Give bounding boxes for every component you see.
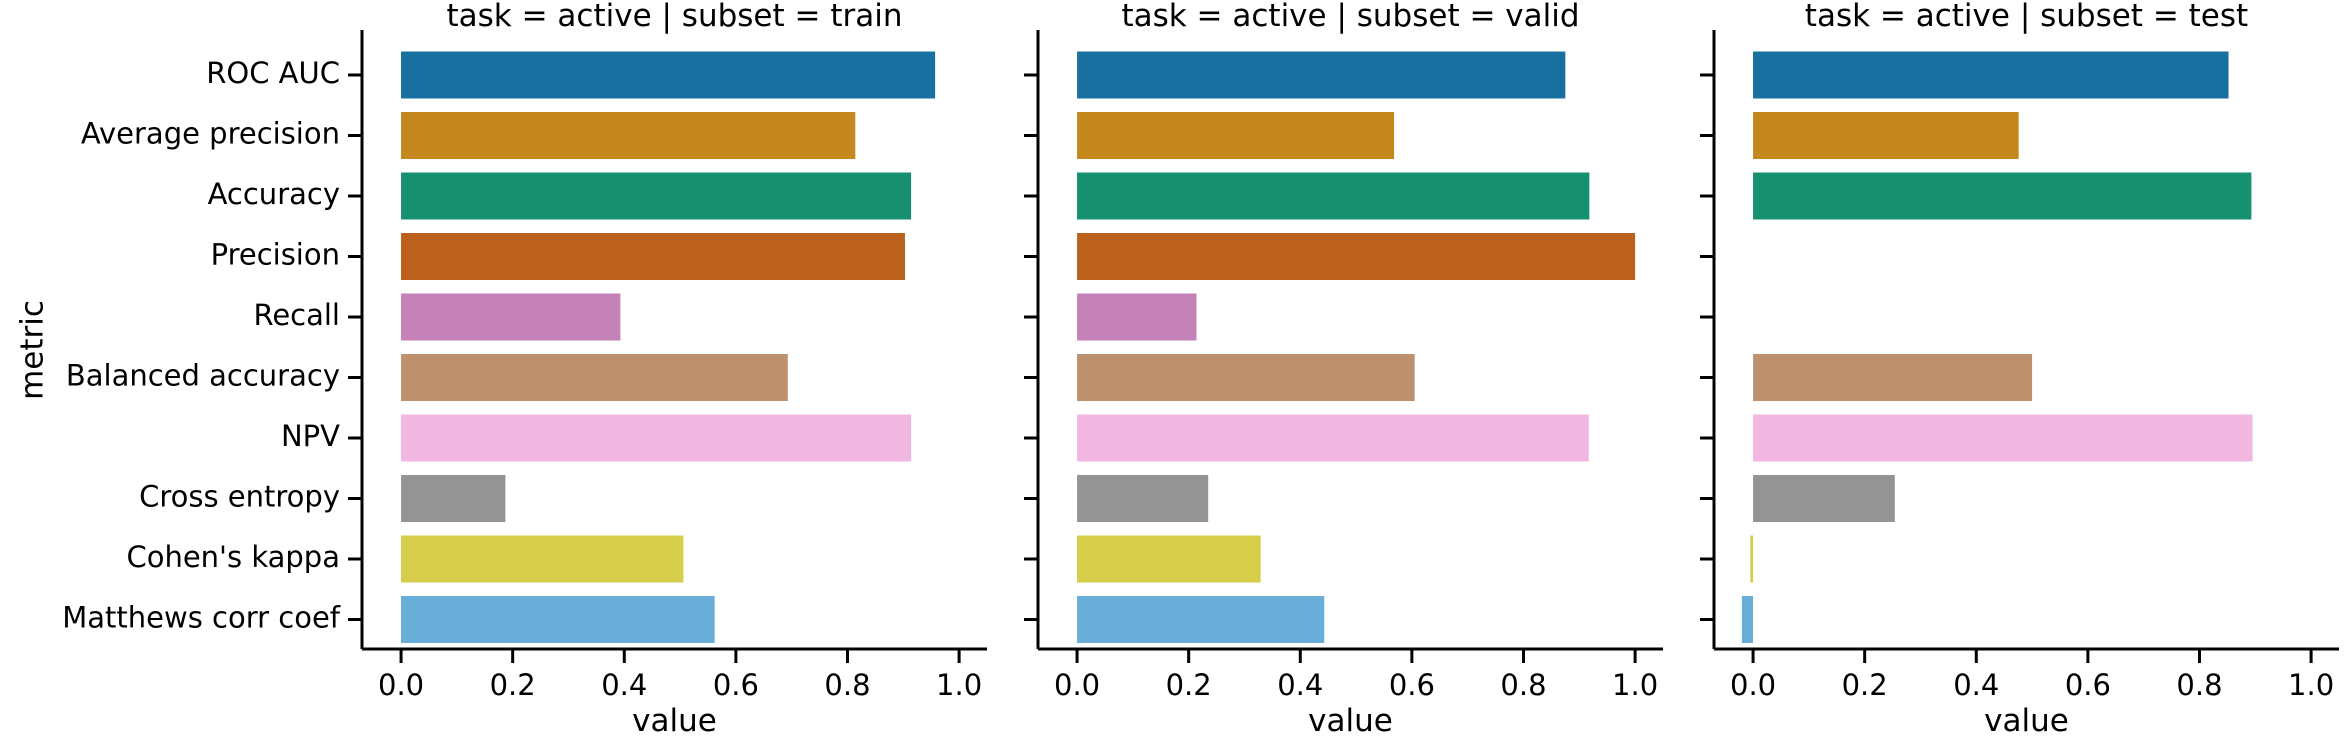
bar (1077, 535, 1261, 583)
bar (1741, 596, 1754, 643)
bar (401, 293, 621, 341)
bar (401, 475, 506, 522)
y-tick-label: NPV (281, 419, 340, 453)
x-tick-label: 0.6 (1389, 668, 1435, 702)
bar (401, 414, 912, 462)
x-tick-label: 0.8 (824, 668, 870, 702)
x-tick-label: 0.8 (2176, 668, 2222, 702)
bar (1077, 233, 1636, 280)
y-axis-label: metric (15, 300, 51, 400)
bar (1077, 112, 1395, 159)
bar (1077, 51, 1566, 99)
x-tick-label: 0.0 (1730, 668, 1776, 702)
y-tick-label: Matthews corr coef (62, 601, 341, 635)
y-tick-label: Cohen's kappa (126, 540, 340, 574)
x-axis-label: value (632, 703, 717, 739)
bar (1077, 475, 1209, 522)
bar (401, 596, 715, 643)
bar (401, 535, 684, 583)
bar (1750, 535, 1754, 583)
bar (1753, 414, 2253, 462)
bar (1753, 354, 2033, 401)
x-tick-label: 1.0 (2288, 668, 2334, 702)
y-tick-label: Average precision (81, 117, 340, 151)
bar (401, 354, 788, 401)
x-tick-label: 0.4 (601, 668, 647, 702)
bar (1753, 112, 2019, 159)
x-axis-label: value (1308, 703, 1393, 739)
bar (401, 172, 912, 220)
bar (401, 51, 936, 99)
y-tick-label: Precision (211, 238, 340, 272)
bar (1077, 293, 1197, 341)
x-tick-label: 0.8 (1500, 668, 1546, 702)
panel-title: task = active | subset = train (446, 0, 902, 34)
bar (1077, 354, 1415, 401)
x-tick-label: 0.4 (1953, 668, 1999, 702)
x-tick-label: 0.0 (1054, 668, 1100, 702)
x-tick-label: 0.2 (490, 668, 536, 702)
x-tick-label: 0.6 (713, 668, 759, 702)
bar (1753, 172, 2252, 220)
bar (401, 233, 905, 280)
x-tick-label: 0.2 (1842, 668, 1888, 702)
x-tick-label: 0.0 (378, 668, 424, 702)
panel-title: task = active | subset = test (1805, 0, 2248, 34)
panel-title: task = active | subset = valid (1121, 0, 1579, 34)
x-tick-label: 0.4 (1277, 668, 1323, 702)
bar (1077, 414, 1589, 462)
bar (401, 112, 856, 159)
y-tick-label: ROC AUC (206, 56, 340, 90)
y-tick-label: Recall (253, 298, 340, 332)
x-tick-label: 0.6 (2065, 668, 2111, 702)
x-tick-label: 0.2 (1166, 668, 1212, 702)
bar (1077, 172, 1590, 220)
bar (1077, 596, 1325, 643)
bar (1753, 475, 1895, 522)
x-tick-label: 1.0 (936, 668, 982, 702)
x-tick-label: 1.0 (1612, 668, 1658, 702)
y-tick-label: Accuracy (208, 177, 340, 211)
y-tick-label: Balanced accuracy (66, 359, 340, 393)
x-axis-label: value (1984, 703, 2069, 739)
y-tick-label: Cross entropy (139, 480, 340, 514)
bar (1753, 51, 2229, 99)
